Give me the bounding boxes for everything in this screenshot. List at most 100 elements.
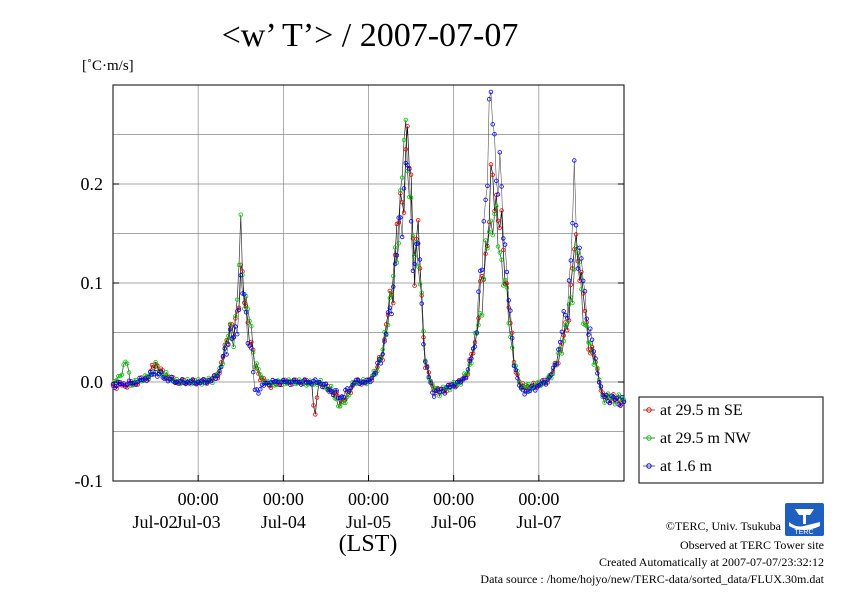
- y-tick-label-2: 0.1: [81, 273, 104, 293]
- series-2-point: [554, 361, 559, 366]
- series-1-point: [570, 300, 575, 305]
- series-0-point: [495, 218, 501, 223]
- series-2-point: [428, 380, 433, 385]
- series-1-point: [579, 287, 584, 292]
- series-0-point: [400, 200, 405, 205]
- series-2-point: [218, 364, 224, 370]
- series-1-point: [416, 264, 421, 269]
- series-0-point: [416, 217, 421, 223]
- series-2-point: [158, 369, 164, 375]
- series-2-point: [586, 332, 591, 337]
- series-1-point: [488, 218, 494, 223]
- series-2-point: [620, 395, 625, 400]
- x-tick-label-4: 00:00: [518, 489, 559, 509]
- series-2-point: [220, 353, 226, 359]
- series-2-point: [597, 380, 602, 385]
- x-axis-label: (LST): [339, 531, 398, 557]
- y-ticks: -0.1 0.0 0.1 0.2: [75, 174, 624, 491]
- legend-marker-2: [646, 463, 652, 469]
- series-1-point: [492, 211, 497, 217]
- series-1-point: [517, 380, 522, 385]
- series-2-point: [376, 357, 382, 362]
- series-0-point: [403, 147, 408, 152]
- series-2-point: [355, 377, 361, 383]
- series-1-point: [341, 400, 346, 405]
- series-2-point: [573, 223, 579, 228]
- series-0-point: [412, 283, 417, 288]
- series-1-point: [499, 257, 504, 262]
- series-2-point: [234, 332, 240, 337]
- x-tick-label-2: 00:00: [348, 489, 389, 509]
- series-2-point: [236, 307, 242, 312]
- series-2-point: [400, 234, 405, 240]
- series-2-point: [426, 374, 431, 380]
- series-2-point: [582, 289, 588, 294]
- series-2-point: [201, 377, 206, 382]
- series-1-point: [565, 320, 570, 326]
- series-1-point: [481, 276, 486, 282]
- series-1-point: [336, 404, 341, 409]
- series-1-point: [483, 238, 488, 243]
- series-1-point: [119, 372, 125, 377]
- series-2-point: [588, 326, 593, 331]
- y-tick-label-3: 0.2: [81, 174, 104, 194]
- logo-text: TERC: [794, 529, 813, 536]
- series-2-point: [561, 309, 566, 314]
- series-0-point: [490, 172, 495, 177]
- series-2-point: [538, 382, 543, 387]
- series-2-point: [153, 370, 158, 375]
- series-0-point: [311, 403, 316, 408]
- series-2-point: [346, 389, 352, 394]
- terc-logo: TERC: [785, 503, 824, 536]
- series-2-point: [352, 381, 357, 386]
- series-0-point: [488, 162, 494, 167]
- series-1-point: [396, 241, 401, 246]
- series-2-point: [330, 392, 336, 398]
- series-2-point: [511, 363, 517, 369]
- series-2-point: [391, 284, 396, 289]
- series-1-point: [401, 137, 407, 143]
- series-1-point: [412, 253, 417, 259]
- series-2-point: [135, 379, 140, 385]
- x-ticks: 00:00 00:00 00:00 00:00 00:00: [178, 475, 559, 509]
- series-2-point: [591, 349, 596, 354]
- series-2-point: [510, 336, 515, 341]
- series-2-point: [570, 220, 575, 226]
- series-2-point: [382, 339, 387, 344]
- series-2-point: [577, 245, 582, 250]
- series-2-point: [581, 278, 586, 283]
- series-1-point: [259, 375, 265, 380]
- series-1-point: [385, 322, 391, 328]
- series-2-point: [405, 163, 410, 168]
- series-2-point: [568, 258, 573, 263]
- y-tick-label-1: 0.0: [81, 372, 104, 392]
- series-1-point: [233, 314, 238, 319]
- series-2-point: [323, 381, 329, 386]
- series-1-point: [566, 302, 572, 307]
- series-1-point: [247, 318, 252, 324]
- series-2-point: [190, 377, 195, 382]
- series-2-point: [472, 344, 478, 349]
- day-label-5: Jul-07: [516, 512, 561, 532]
- series-2-point: [353, 377, 359, 383]
- footer-source: Data source : /home/hojyo/new/TERC-data/…: [480, 572, 824, 586]
- y-axis-label: [˚C·m/s]: [82, 58, 134, 74]
- series-1-point: [495, 244, 501, 249]
- series-1-point: [254, 361, 259, 366]
- series-1-point: [479, 313, 485, 318]
- series-2-point: [485, 183, 490, 188]
- series-1-point: [224, 339, 229, 344]
- series-1-point: [504, 285, 510, 290]
- series-1-point: [226, 333, 231, 339]
- legend: at 29.5 m SE at 29.5 m NW at 1.6 m: [643, 402, 752, 475]
- day-label-1: Jul-03: [176, 512, 221, 532]
- series-2-point: [233, 324, 238, 329]
- series-2-point: [298, 382, 304, 387]
- series-1-point: [410, 233, 416, 239]
- series-1-point: [337, 404, 343, 409]
- series-2-point: [373, 371, 378, 376]
- series-1-point: [391, 273, 396, 279]
- series-2-point: [217, 369, 222, 374]
- series-1-point: [421, 329, 426, 334]
- series-1-point: [238, 212, 243, 217]
